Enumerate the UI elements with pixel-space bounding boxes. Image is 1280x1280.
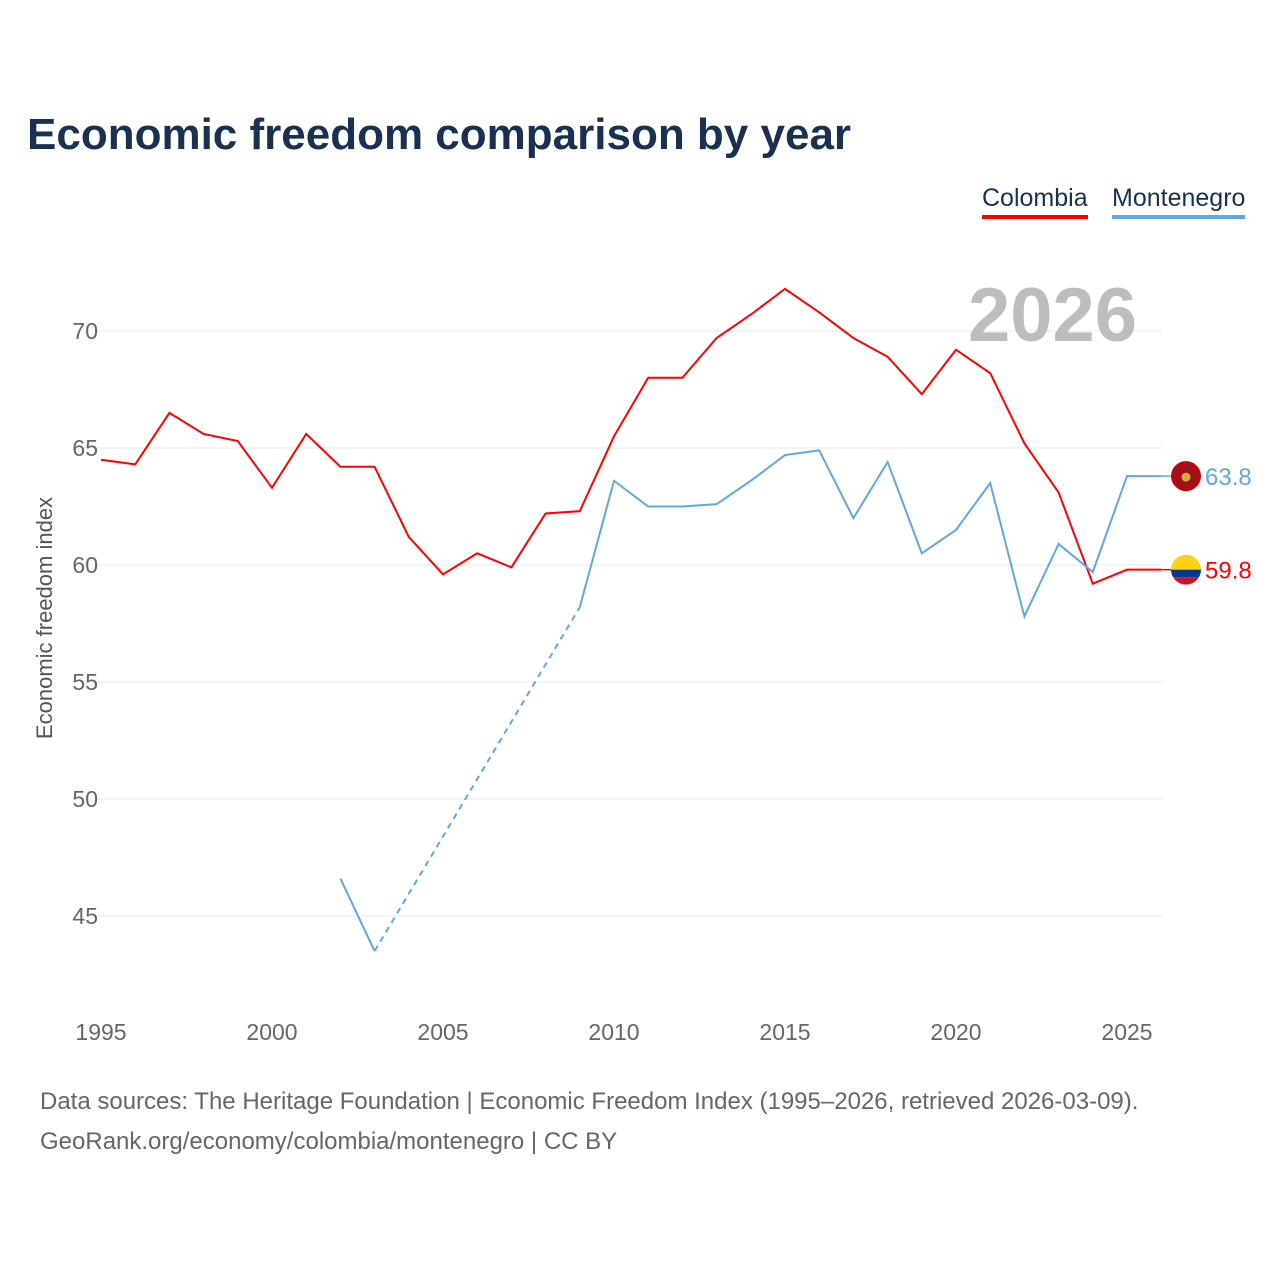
data-sources: Data sources: The Heritage Foundation | … <box>40 1088 1139 1115</box>
y-tick-label: 70 <box>72 318 98 344</box>
x-tick-label: 2015 <box>759 1019 810 1045</box>
y-tick-label: 55 <box>72 669 98 695</box>
x-tick-label: 2000 <box>246 1019 297 1045</box>
x-tick-label: 2020 <box>930 1019 981 1045</box>
x-tick-label: 2005 <box>417 1019 468 1045</box>
end-value-label: 59.8 <box>1205 558 1252 585</box>
year-label: 2026 <box>968 273 1138 358</box>
series-line-colombia <box>100 287 1162 586</box>
y-tick-label: 45 <box>72 903 98 929</box>
x-tick-label: 2010 <box>588 1019 639 1045</box>
chart-title: Economic freedom comparison by year <box>27 110 852 159</box>
end-value-label: 63.8 <box>1205 464 1252 491</box>
flag-emblem <box>1181 472 1191 482</box>
y-tick-label: 65 <box>72 435 98 461</box>
y-tick-label: 60 <box>72 552 98 578</box>
x-tick-label: 2025 <box>1101 1019 1152 1045</box>
series-line-montenegro <box>339 878 376 952</box>
y-tick-label: 50 <box>72 786 98 812</box>
source-link[interactable]: GeoRank.org/economy/colombia/montenegro … <box>40 1128 618 1155</box>
series-line-montenegro <box>578 449 1162 620</box>
colombia-flag-icon <box>1171 554 1201 585</box>
legend-montenegro[interactable]: Montenegro <box>1112 184 1246 219</box>
gap-dashed-line <box>373 606 581 952</box>
legend-colombia[interactable]: Colombia <box>982 184 1088 219</box>
x-tick-label: 1995 <box>75 1019 126 1045</box>
